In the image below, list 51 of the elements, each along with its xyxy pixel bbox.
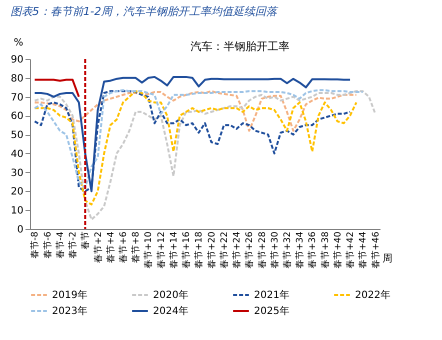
x-tick-label: 春节+6 — [118, 231, 130, 263]
y-tick-label: 40 — [10, 148, 24, 160]
legend-label: 2022年 — [355, 289, 390, 301]
legend-label: 2023年 — [52, 305, 88, 317]
y-tick-label: 50 — [10, 130, 24, 142]
x-tick-label: 春节+38 — [320, 231, 331, 268]
x-tick-label: 春节+36 — [307, 231, 318, 268]
x-tick-label: 春节+10 — [143, 231, 154, 268]
x-axis-title: 周 — [382, 254, 392, 264]
y-tick-label: 30 — [10, 168, 24, 179]
y-tick-label: 0 — [17, 224, 24, 236]
x-tick-label: 春节+26 — [244, 231, 256, 268]
x-tick-label: 春节+28 — [256, 231, 268, 268]
x-tick-label: 春节+18 — [194, 231, 205, 268]
y-tick-label: 70 — [10, 92, 24, 104]
line-series — [34, 90, 358, 132]
x-tick-label: 春节+16 — [181, 231, 192, 268]
chart-title: 图表5：春节前1-2周，汽车半钢胎开工率均值延续回落 — [10, 5, 280, 18]
x-tick-label: 春节+14 — [168, 231, 180, 268]
x-tick-label: 春节+8 — [130, 231, 142, 263]
x-tick-label: 春节-8 — [30, 231, 41, 258]
legend-label: 2020年 — [153, 289, 188, 301]
x-tick-label: 春节+12 — [156, 232, 167, 268]
x-tick-label: 春节+20 — [206, 231, 218, 268]
x-tick-label: 春节-6 — [42, 231, 54, 258]
x-tick-label: 春节+22 — [218, 232, 230, 268]
x-tick-label: 春节+4 — [105, 231, 116, 263]
legend-label: 2019年 — [52, 289, 88, 301]
legend-label: 2021年 — [254, 289, 290, 301]
x-tick-label: 春节 — [80, 232, 92, 250]
y-axis-title: % — [14, 38, 24, 48]
y-tick-label: 80 — [10, 73, 24, 84]
y-tick-label: 10 — [10, 206, 24, 217]
x-tick-label: 春节-4 — [54, 231, 66, 258]
y-tick-label: 20 — [10, 186, 24, 198]
x-tick-label: 春节+24 — [232, 231, 243, 268]
x-tick-label: 春节+34 — [294, 231, 306, 268]
x-tick-label: 春节+42 — [345, 232, 356, 268]
x-tick-label: 春节+2 — [92, 232, 104, 263]
x-tick-label: 春节+30 — [269, 231, 280, 268]
y-tick-label: 60 — [10, 111, 24, 122]
legend-label: 2025年 — [254, 305, 290, 317]
legend-label: 2024年 — [153, 305, 188, 317]
x-tick-label: 春节+44 — [358, 231, 369, 268]
x-tick-label: 春节+46 — [370, 231, 382, 268]
line-series — [34, 90, 376, 221]
x-tick-label: 春节+40 — [332, 231, 344, 268]
text: 汽车：半钢胎开工率 — [190, 40, 290, 53]
x-tick-label: 春节-2 — [68, 232, 79, 258]
y-tick-label: 90 — [10, 54, 24, 66]
x-tick-label: 春节+32 — [282, 232, 293, 268]
